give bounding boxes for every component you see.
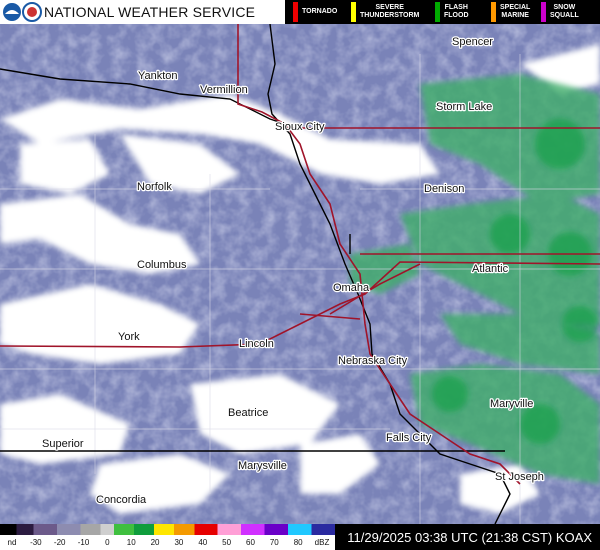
city-label: Vermillion: [200, 84, 248, 96]
scale-label: 80: [293, 538, 303, 547]
scale-label: dBZ: [314, 538, 330, 547]
warning-text: MARINE: [501, 12, 529, 19]
scale-labels: nd -30 -20 -10 0 10 20 30 40 50 60 70 80 dBZ: [0, 535, 335, 550]
warning-item: TORNADO: [293, 2, 337, 22]
warning-text: SQUALL: [550, 12, 579, 19]
warning-text: THUNDERSTORM: [360, 12, 420, 19]
scale-label: 60: [246, 538, 255, 547]
warning-swatch: [435, 2, 440, 22]
footer: nd -30 -20 -10 0 10 20 30 40 50 60 70 80 dBZ 11/29/20…: [0, 524, 600, 550]
warning-label: SEVERE THUNDERSTORM: [360, 4, 419, 20]
warning-item: FLASH FLOOD: [435, 2, 469, 22]
city-label: Concordia: [96, 494, 147, 506]
scale-label: 40: [198, 538, 208, 547]
timestamp: 11/29/2025 03:38 UTC (21:38 CST) KOAX: [347, 530, 592, 545]
scale-label: 20: [150, 538, 160, 547]
city-label: St Joseph: [495, 471, 544, 483]
warning-text: FLASH: [444, 4, 468, 11]
city-label: York: [118, 331, 140, 343]
warning-text: SEVERE: [375, 4, 404, 11]
city-label: Yankton: [138, 70, 178, 82]
warning-item: SEVERE THUNDERSTORM: [351, 2, 419, 22]
city-label: Columbus: [137, 259, 187, 271]
warning-swatch: [351, 2, 356, 22]
city-label: Falls City: [386, 432, 432, 444]
city-label: Sioux City: [275, 121, 325, 133]
warning-text: SPECIAL: [500, 4, 531, 11]
city-label: Beatrice: [228, 407, 268, 419]
warning-label: TORNADO: [302, 8, 337, 16]
warning-text: SNOW: [553, 4, 576, 11]
warning-swatch: [541, 2, 546, 22]
warning-swatch: [491, 2, 496, 22]
scale-label: nd: [7, 538, 17, 547]
logos: [3, 2, 42, 22]
city-label: Maryville: [490, 398, 533, 410]
scale-label: 50: [222, 538, 232, 547]
city-label: Atlantic: [472, 263, 509, 275]
warning-label: SPECIAL MARINE: [500, 4, 530, 20]
warning-text: TORNADO: [302, 8, 338, 15]
scale-label: 70: [269, 538, 279, 547]
header: NATIONAL WEATHER SERVICE TORNADO SEVERE TH…: [0, 0, 600, 24]
city-label: Marysville: [238, 460, 287, 472]
city-label: Nebraska City: [338, 355, 408, 367]
scale-label: 0: [105, 538, 110, 547]
city-label: Superior: [42, 438, 84, 450]
city-label: Denison: [424, 183, 464, 195]
warning-swatch: [293, 2, 298, 22]
warning-label: SNOW SQUALL: [550, 4, 579, 20]
scale-label: -30: [30, 538, 42, 547]
city-label: Lincoln: [239, 338, 274, 350]
scale-label: 10: [126, 538, 136, 547]
title: NATIONAL WEATHER SERVICE: [44, 4, 256, 20]
warning-text: FLOOD: [444, 12, 469, 19]
warning-legend: TORNADO SEVERE THUNDERSTORM FLASH FLOOD SPECI…: [285, 0, 600, 24]
city-label: Spencer: [452, 36, 493, 48]
warning-label: FLASH FLOOD: [444, 4, 469, 20]
warning-item: SPECIAL MARINE: [491, 2, 530, 22]
city-label: Storm Lake: [436, 101, 492, 113]
city-label: Omaha: [333, 282, 370, 294]
scale-label: -10: [77, 538, 90, 547]
color-scale: [0, 524, 335, 535]
warning-item: SNOW SQUALL: [541, 2, 579, 22]
city-label: Norfolk: [137, 181, 172, 193]
scale-label: 30: [174, 538, 184, 547]
scale-label: -20: [53, 538, 66, 547]
radar-map: Spencer Yankton Vermillion Storm Lake Sioux …: [0, 24, 600, 524]
